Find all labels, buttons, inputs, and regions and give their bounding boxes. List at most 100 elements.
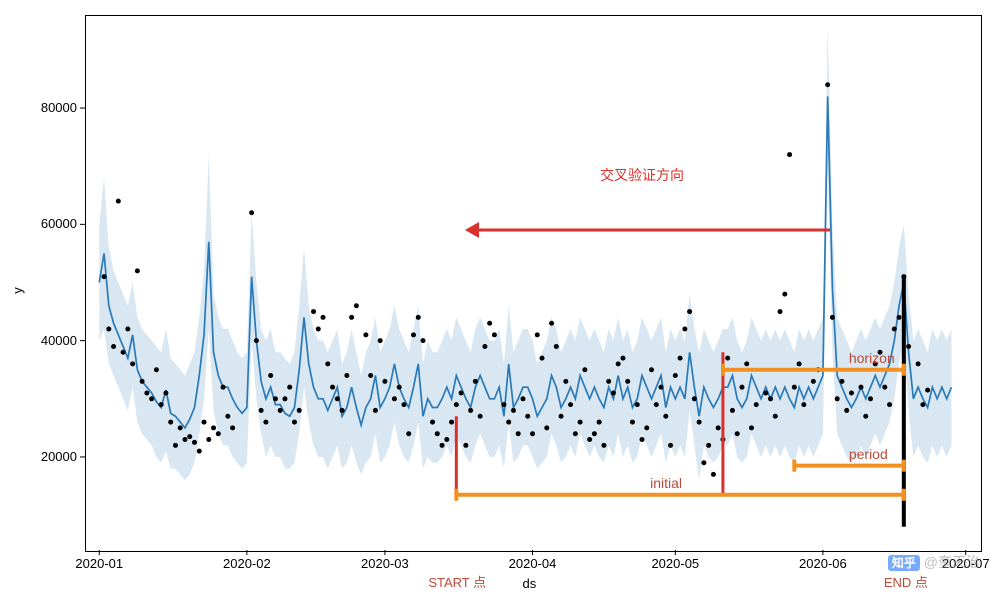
x-tick-label: 2020-05 [645, 556, 705, 571]
data-point [144, 390, 149, 395]
data-point [630, 420, 635, 425]
data-point [278, 408, 283, 413]
data-point [663, 414, 668, 419]
data-point [106, 327, 111, 332]
data-point [197, 449, 202, 454]
horizon-label: horizon [849, 350, 895, 366]
data-point [268, 373, 273, 378]
data-point [501, 402, 506, 407]
data-point [844, 408, 849, 413]
data-point [206, 437, 211, 442]
data-point [606, 379, 611, 384]
data-point [259, 408, 264, 413]
data-point [421, 338, 426, 343]
end-label: END 点 [884, 572, 928, 591]
x-tick-label: 2020-06 [793, 556, 853, 571]
data-point [673, 373, 678, 378]
data-point [678, 356, 683, 361]
y-tick-label: 60000 [41, 216, 77, 231]
data-point [397, 385, 402, 390]
data-point [163, 390, 168, 395]
data-point [140, 379, 145, 384]
data-point [111, 344, 116, 349]
data-point [739, 385, 744, 390]
cv-arrow-head [465, 222, 479, 238]
data-point [563, 379, 568, 384]
data-point [611, 390, 616, 395]
data-point [754, 402, 759, 407]
data-point [682, 327, 687, 332]
data-point [116, 199, 121, 204]
data-point [135, 268, 140, 273]
data-point [216, 431, 221, 436]
data-point [102, 274, 107, 279]
data-point [382, 379, 387, 384]
data-point [573, 431, 578, 436]
data-point [373, 408, 378, 413]
data-point [363, 332, 368, 337]
data-point [173, 443, 178, 448]
data-point [168, 420, 173, 425]
data-point [597, 420, 602, 425]
data-point [311, 309, 316, 314]
data-point [249, 210, 254, 215]
data-point [906, 344, 911, 349]
x-tick-label: 2020-04 [503, 556, 563, 571]
data-point [730, 408, 735, 413]
data-point [787, 152, 792, 157]
data-point [849, 390, 854, 395]
data-point [825, 82, 830, 87]
data-point [687, 309, 692, 314]
start-label: START 点 [428, 572, 486, 591]
data-point [520, 396, 525, 401]
data-point [858, 385, 863, 390]
data-point [282, 396, 287, 401]
data-point [221, 385, 226, 390]
data-point [401, 402, 406, 407]
data-point [601, 443, 606, 448]
data-point [882, 385, 887, 390]
data-point [535, 332, 540, 337]
data-point [292, 420, 297, 425]
data-point [725, 356, 730, 361]
data-point [744, 361, 749, 366]
data-point [868, 396, 873, 401]
data-point [887, 402, 892, 407]
data-point [330, 385, 335, 390]
x-tick-label: 2020-02 [217, 556, 277, 571]
data-point [773, 414, 778, 419]
data-point [516, 431, 521, 436]
data-point [568, 402, 573, 407]
data-point [263, 420, 268, 425]
data-point [525, 414, 530, 419]
data-point [349, 315, 354, 320]
confidence-band [99, 27, 951, 481]
data-point [230, 425, 235, 430]
data-point [149, 396, 154, 401]
data-point [625, 379, 630, 384]
data-point [368, 373, 373, 378]
data-point [316, 327, 321, 332]
data-point [178, 425, 183, 430]
data-point [639, 437, 644, 442]
data-point [716, 425, 721, 430]
data-point [473, 379, 478, 384]
data-point [482, 344, 487, 349]
data-point [192, 440, 197, 445]
data-point [340, 408, 345, 413]
data-point [392, 396, 397, 401]
data-point [697, 420, 702, 425]
data-point [121, 350, 126, 355]
data-point [778, 309, 783, 314]
data-point [659, 385, 664, 390]
data-point [654, 402, 659, 407]
data-point [463, 443, 468, 448]
data-point [159, 402, 164, 407]
data-point [478, 414, 483, 419]
data-point [797, 361, 802, 366]
data-point [644, 425, 649, 430]
data-point [492, 332, 497, 337]
data-point [835, 396, 840, 401]
data-point [706, 443, 711, 448]
data-point [920, 402, 925, 407]
